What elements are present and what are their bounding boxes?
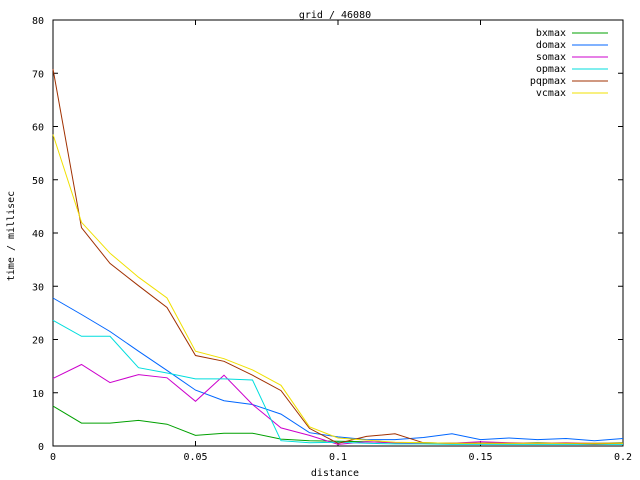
y-tick-label: 70 [32,69,44,80]
legend-label-opmax: opmax [536,64,566,75]
legend-label-somax: somax [536,52,566,63]
x-tick-label: 0.1 [329,452,347,463]
legend-label-domax: domax [536,40,566,51]
y-tick-label: 60 [32,123,44,134]
x-tick-label: 0 [50,452,56,463]
legend-label-vcmax: vcmax [536,88,566,99]
x-tick-label: 0.15 [468,452,492,463]
legend-label-pqpmax: pqpmax [530,76,566,87]
y-axis: 0 10 20 30 40 50 60 70 80 [32,16,623,453]
y-tick-label: 0 [38,442,44,453]
y-tick-label: 40 [32,229,44,240]
y-axis-label: time / millisec [6,191,17,281]
legend-label-bxmax: bxmax [536,28,566,39]
y-tick-label: 10 [32,389,44,400]
series-line-opmax [52,319,623,445]
series-line-somax [52,363,623,445]
series-line-pqpmax [52,68,624,445]
x-tick-label: 0.05 [183,452,207,463]
x-tick-label: 0.2 [614,452,632,463]
y-tick-label: 30 [32,282,44,293]
y-tick-label: 80 [32,16,44,27]
chart-title: grid / 46080 [299,10,371,21]
series-line-vcmax [52,134,623,444]
y-tick-label: 50 [32,176,44,187]
series-lines [52,68,624,445]
y-tick-label: 20 [32,336,44,347]
series-line-domax [52,297,624,442]
x-axis-label: distance [311,468,359,479]
